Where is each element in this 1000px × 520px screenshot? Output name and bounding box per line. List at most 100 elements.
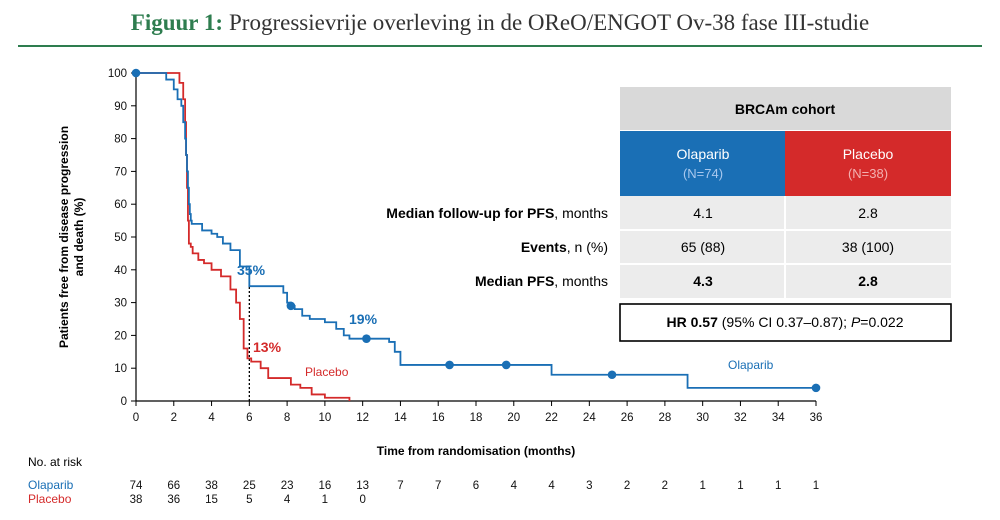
risk-table-title: No. at risk <box>28 455 83 469</box>
risk-olaparib-value: 1 <box>737 480 743 492</box>
placebo-header-n: (N=38) <box>848 166 888 181</box>
figure-label: Figuur 1: <box>130 10 223 35</box>
risk-olaparib-value: 4 <box>511 480 518 492</box>
figure-title: Figuur 1: Progressievrije overleving in d… <box>0 10 1000 36</box>
cohort-title: BRCAm cohort <box>735 101 836 117</box>
x-tick-label: 0 <box>133 412 139 424</box>
risk-placebo-value: 4 <box>284 494 291 506</box>
y-tick-label: 90 <box>114 101 127 113</box>
risk-olaparib-value: 25 <box>243 480 256 492</box>
placebo-followup-value: 2.8 <box>858 205 878 221</box>
olaparib-censor-mark <box>811 383 821 393</box>
x-tick-label: 26 <box>621 412 634 424</box>
x-tick-label: 8 <box>284 412 290 424</box>
y-tick-label: 10 <box>114 363 127 375</box>
figure-title-text: Progressievrije overleving in de OReO/EN… <box>229 10 870 35</box>
x-tick-label: 14 <box>394 412 407 424</box>
x-tick-label: 20 <box>507 412 520 424</box>
risk-placebo-value: 15 <box>205 494 218 506</box>
olaparib-header-cell <box>620 131 785 196</box>
annotation-13pct: 13% <box>253 339 282 355</box>
placebo-median-pfs-value: 2.8 <box>858 273 878 289</box>
y-tick-label: 0 <box>121 396 127 408</box>
risk-olaparib-value: 1 <box>699 480 705 492</box>
olaparib-censor-mark <box>445 360 454 370</box>
risk-placebo-values: 38 36 15 5 4 1 0 <box>130 494 366 506</box>
olaparib-censor-mark <box>501 360 511 370</box>
y-tick-label: 80 <box>114 134 127 146</box>
risk-olaparib-value: 7 <box>397 480 403 492</box>
censor-marks <box>131 68 821 393</box>
x-tick-label: 10 <box>318 412 331 424</box>
row-label-median-pfs: Median PFS, months <box>475 273 608 289</box>
risk-olaparib-value: 3 <box>586 480 592 492</box>
y-axis-label-line2: and death (%) <box>72 198 86 277</box>
risk-olaparib-value: 16 <box>318 480 331 492</box>
x-tick-label: 28 <box>658 412 671 424</box>
risk-olaparib-value: 23 <box>281 480 294 492</box>
annotation-19pct: 19% <box>349 311 378 327</box>
x-tick-label: 16 <box>432 412 445 424</box>
olaparib-header-name: Olaparib <box>677 146 730 162</box>
olaparib-censor-mark <box>607 370 617 380</box>
risk-olaparib-value: 2 <box>624 480 630 492</box>
risk-table: No. at risk Olaparib Placebo 74 66 38 25 23 1… <box>28 455 819 506</box>
y-tick-label: 30 <box>114 298 127 310</box>
hazard-ratio-text: HR 0.57 (95% CI 0.37–0.87); P=0.022 <box>667 314 904 330</box>
cohort-header-cell <box>620 87 951 130</box>
risk-olaparib-value: 2 <box>662 480 668 492</box>
x-tick-label: 4 <box>208 412 215 424</box>
placebo-header-cell <box>785 131 951 196</box>
risk-olaparib-label: Olaparib <box>28 478 74 492</box>
olaparib-median-pfs-value: 4.3 <box>693 273 713 289</box>
placebo-events-value: 38 (100) <box>842 239 894 255</box>
risk-placebo-value: 36 <box>167 494 180 506</box>
placebo-curve <box>136 72 351 401</box>
risk-olaparib-value: 38 <box>205 480 218 492</box>
risk-placebo-label: Placebo <box>28 492 72 506</box>
olaparib-followup-value: 4.1 <box>693 205 713 221</box>
x-tick-label: 36 <box>810 412 823 424</box>
risk-olaparib-value: 7 <box>435 480 441 492</box>
risk-olaparib-value: 13 <box>356 480 369 492</box>
x-tick-label: 32 <box>734 412 747 424</box>
risk-olaparib-value: 1 <box>775 480 781 492</box>
olaparib-events-value: 65 (88) <box>681 239 725 255</box>
y-tick-label: 20 <box>114 330 127 342</box>
y-tick-label: 40 <box>114 265 127 277</box>
risk-placebo-value: 38 <box>130 494 143 506</box>
y-axis-label-line1: Patients free from disease progression <box>57 126 71 348</box>
olaparib-censor-mark <box>362 334 371 343</box>
x-tick-label: 34 <box>772 412 785 424</box>
x-tick-label: 22 <box>545 412 558 424</box>
olaparib-curve-label: Olaparib <box>728 358 774 372</box>
olaparib-curve <box>136 72 816 389</box>
olaparib-censor-mark <box>131 68 141 78</box>
row-label-events: Events, n (%) <box>521 239 608 255</box>
y-tick-label: 50 <box>114 232 127 244</box>
y-ticks: 0 10 20 30 40 50 60 70 80 90 100 <box>108 68 136 408</box>
header-rule <box>18 45 982 47</box>
row-label-followup: Median follow-up for PFS, months <box>386 205 608 221</box>
risk-placebo-value: 5 <box>246 494 252 506</box>
results-table: BRCAm cohort Olaparib (N=74) Placebo (N=… <box>386 87 952 342</box>
risk-placebo-value: 0 <box>359 494 365 506</box>
risk-olaparib-values: 74 66 38 25 23 16 13 7 7 6 4 4 3 2 2 1 1 1 1 <box>130 480 820 492</box>
hazard-ratio-box <box>619 303 952 342</box>
x-tick-label: 2 <box>171 412 177 424</box>
x-ticks: 0 2 4 6 8 10 12 14 16 18 20 22 24 26 28 30 32 34 36 <box>133 401 823 424</box>
risk-olaparib-value: 6 <box>473 480 479 492</box>
placebo-header-name: Placebo <box>843 146 894 162</box>
y-tick-label: 60 <box>114 199 127 211</box>
x-tick-label: 30 <box>696 412 709 424</box>
x-tick-label: 12 <box>356 412 369 424</box>
risk-olaparib-value: 74 <box>130 480 143 492</box>
y-tick-label: 70 <box>114 166 127 178</box>
risk-olaparib-value: 1 <box>813 480 819 492</box>
x-tick-label: 6 <box>246 412 252 424</box>
risk-placebo-value: 1 <box>322 494 328 506</box>
annotation-35pct: 35% <box>237 262 266 278</box>
x-axis-label: Time from randomisation (months) <box>377 444 575 458</box>
figure-header: Figuur 1: Progressievrije overleving in d… <box>0 0 1000 47</box>
